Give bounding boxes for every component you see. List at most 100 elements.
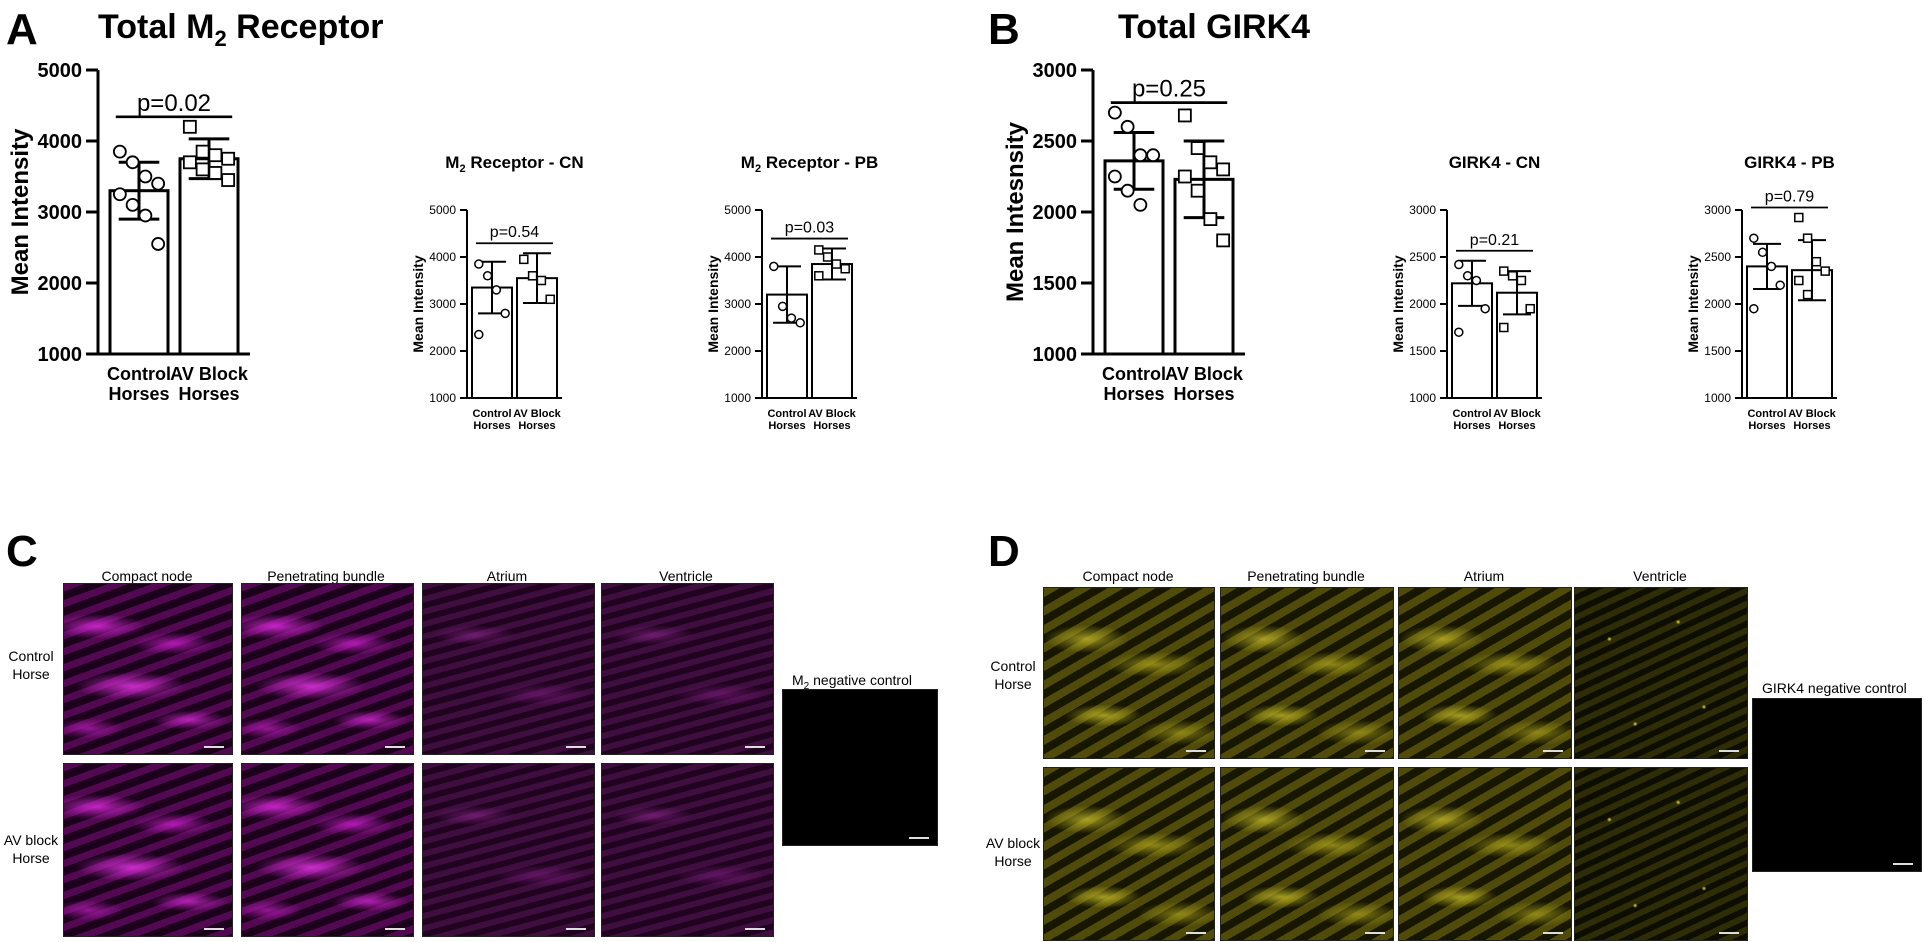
panel-d-row-avblock: AV block Horse bbox=[982, 835, 1044, 870]
panel-d-row-avblock-l1: AV block bbox=[985, 835, 1041, 851]
girk4-pb-title: GIRK4 - PB bbox=[1744, 153, 1835, 172]
girk4-cn-point-0-3 bbox=[1480, 303, 1490, 314]
m2-total-point-1-5 bbox=[195, 162, 210, 177]
girk4-pb-category-0: Control Horses bbox=[1747, 408, 1786, 432]
girk4-cn-pvalue: p=0.21 bbox=[1470, 232, 1519, 249]
m2-cn-ytick-label-3000: 3000 bbox=[429, 297, 456, 311]
panel-letter-d: D bbox=[988, 527, 1020, 576]
m2-total-point-0-5 bbox=[125, 197, 140, 212]
m2-total-point-0-2 bbox=[138, 169, 153, 184]
girk4-cn-category-0: Control Horses bbox=[1452, 408, 1491, 432]
girk4-total-point-1-4 bbox=[1177, 169, 1192, 184]
micrograph-girk4-control-ventricle bbox=[1574, 587, 1748, 759]
girk4-pb-point-0-2 bbox=[1766, 261, 1777, 272]
girk4-pb-point-1-3 bbox=[1820, 266, 1830, 276]
m2-total-point-0-7 bbox=[151, 237, 166, 251]
m2-total-point-1-3 bbox=[221, 151, 236, 166]
girk4-total-point-0-5 bbox=[1120, 183, 1135, 198]
girk4-total-point-0-1 bbox=[1120, 119, 1135, 134]
m2-cn-point-0-4 bbox=[474, 329, 484, 340]
girk4-total-point-0-3 bbox=[1146, 148, 1161, 163]
girk4-cn-ytick-label-2000: 2000 bbox=[1409, 297, 1436, 311]
girk4-total-category-0: Control Horses bbox=[1102, 364, 1166, 404]
girk4-cn-point-0-0 bbox=[1454, 259, 1464, 270]
m2-total-point-0-4 bbox=[112, 187, 127, 202]
m2-total-category-1: AV Block Horses bbox=[170, 364, 249, 404]
girk4-total-point-0-0 bbox=[1107, 105, 1122, 120]
girk4-pb-ytick-label-1500: 1500 bbox=[1704, 344, 1731, 358]
m2-cn-ytick-label-2000: 2000 bbox=[429, 344, 456, 358]
panel-a-title-rest: Receptor bbox=[226, 8, 384, 46]
m2-total-bar-1 bbox=[178, 157, 240, 356]
m2-pb-ylabel: Mean Intensity bbox=[705, 255, 721, 352]
chart-girk4-total: 1000 1500 2000 2500 3000 Mean Intesnsity Contr… bbox=[1002, 60, 1245, 404]
panel-c-row-control-l2: Horse bbox=[12, 665, 50, 682]
girk4-pb-ytick-label-2000: 2000 bbox=[1704, 297, 1731, 311]
panel-d-col-ventricle: Ventricle bbox=[1633, 568, 1687, 584]
m2-pb-bar-1 bbox=[811, 263, 853, 399]
micrograph-girk4-avblock-compact-node bbox=[1043, 767, 1215, 941]
panel-c-col-compact-node: Compact node bbox=[101, 568, 193, 584]
girk4-cn-point-1-1 bbox=[1507, 271, 1518, 281]
girk4-total-point-1-7 bbox=[1216, 233, 1231, 248]
panel-a-title: Total M2 Receptor bbox=[98, 10, 384, 50]
girk4-pb-ytick-label-3000: 3000 bbox=[1704, 203, 1731, 217]
m2-total-point-1-1 bbox=[195, 144, 210, 159]
m2-total-ytick-label-2000: 2000 bbox=[38, 273, 83, 295]
panel-c-neg-main: M bbox=[792, 672, 804, 688]
m2-pb-point-0-1 bbox=[777, 301, 788, 312]
m2-pb-title: M2 Receptor - PB bbox=[741, 153, 878, 175]
m2-cn-category-0: Control Horses bbox=[472, 408, 511, 432]
girk4-cn-ytick-label-1500: 1500 bbox=[1409, 344, 1436, 358]
micrograph-girk4-control-atrium bbox=[1398, 587, 1572, 759]
girk4-pb-point-1-4 bbox=[1794, 275, 1804, 286]
girk4-cn-point-0-1 bbox=[1462, 271, 1473, 281]
girk4-pb-category-1: AV Block Horses bbox=[1788, 408, 1836, 432]
m2-pb-pvalue: p=0.03 bbox=[785, 220, 834, 237]
girk4-pb-point-1-2 bbox=[1811, 256, 1822, 267]
panel-a-title-sub: 2 bbox=[214, 25, 227, 51]
girk4-cn-ytick-label-1000: 1000 bbox=[1409, 391, 1436, 405]
girk4-cn-point-0-2 bbox=[1471, 275, 1482, 286]
girk4-total-point-1-6 bbox=[1203, 212, 1218, 227]
micrograph-m2-control-ventricle bbox=[601, 583, 774, 755]
micrograph-m2-avblock-atrium bbox=[422, 763, 595, 937]
panel-d-col-compact-node: Compact node bbox=[1082, 568, 1174, 584]
girk4-cn-point-1-2 bbox=[1516, 275, 1527, 286]
m2-pb-point-1-2 bbox=[831, 259, 842, 269]
girk4-cn-category-1: AV Block Horses bbox=[1493, 408, 1541, 432]
m2-pb-point-0-0 bbox=[769, 261, 779, 272]
micrograph-m2-control-compact-node bbox=[63, 583, 233, 755]
girk4-total-ytick-label-3000: 3000 bbox=[1033, 60, 1078, 82]
m2-total-point-1-2 bbox=[208, 148, 223, 163]
m2-cn-ytick-label-4000: 4000 bbox=[429, 250, 456, 264]
micrograph-m2-avblock-compact-node bbox=[63, 763, 233, 937]
girk4-total-point-0-6 bbox=[1133, 197, 1148, 212]
panel-d-col-atrium: Atrium bbox=[1463, 568, 1505, 584]
girk4-cn-ylabel: Mean Intensity bbox=[1390, 255, 1406, 352]
m2-pb-point-1-3 bbox=[840, 264, 850, 274]
m2-pb-category-1: AV Block Horses bbox=[808, 408, 856, 432]
m2-total-point-1-7 bbox=[221, 173, 236, 187]
girk4-total-ytick-label-1000: 1000 bbox=[1033, 344, 1078, 366]
m2-pb-ytick-label-3000: 3000 bbox=[724, 297, 751, 311]
panel-letter-a: A bbox=[6, 5, 38, 54]
micrograph-girk4-control-compact-node bbox=[1043, 587, 1215, 759]
m2-total-point-0-1 bbox=[125, 155, 140, 170]
girk4-cn-point-0-4 bbox=[1454, 327, 1464, 337]
panel-c-row-control-l1: Control bbox=[8, 648, 54, 664]
m2-pb-ytick-label-5000: 5000 bbox=[724, 203, 751, 217]
m2-cn-point-0-1 bbox=[482, 271, 493, 281]
m2-total-point-0-0 bbox=[112, 144, 127, 159]
girk4-total-point-0-4 bbox=[1107, 169, 1122, 184]
m2-total-ylabel: Mean Intensity bbox=[7, 128, 34, 295]
girk4-total-point-1-2 bbox=[1203, 155, 1218, 170]
chart-m2-cn: M2 Receptor - CN 1000 2000 3000 4000 5000 Mean… bbox=[410, 153, 584, 432]
girk4-total-point-1-1 bbox=[1190, 141, 1205, 155]
chart-girk4-pb: GIRK4 - PB 1000 1500 2000 2500 3000 Mean Inten… bbox=[1685, 153, 1837, 432]
girk4-total-point-1-0 bbox=[1177, 108, 1192, 123]
girk4-pb-point-1-5 bbox=[1802, 289, 1813, 300]
panel-c-row-avblock: AV block Horse bbox=[0, 832, 62, 867]
micrograph-girk4-avblock-penetrating-bundle bbox=[1220, 767, 1394, 941]
